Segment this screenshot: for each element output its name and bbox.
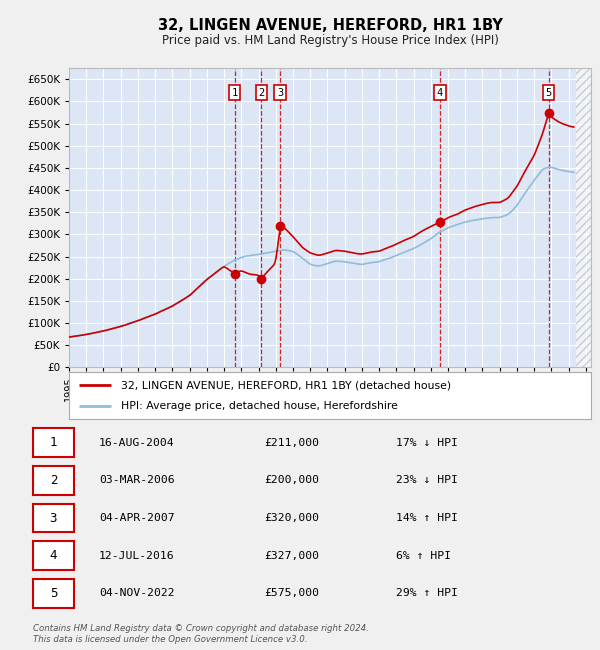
Text: 4: 4 xyxy=(437,88,443,97)
Text: 1: 1 xyxy=(232,88,238,97)
Text: 14% ↑ HPI: 14% ↑ HPI xyxy=(396,513,458,523)
Text: 32, LINGEN AVENUE, HEREFORD, HR1 1BY: 32, LINGEN AVENUE, HEREFORD, HR1 1BY xyxy=(158,18,502,33)
Text: 32, LINGEN AVENUE, HEREFORD, HR1 1BY (detached house): 32, LINGEN AVENUE, HEREFORD, HR1 1BY (de… xyxy=(121,380,451,390)
Bar xyxy=(576,68,591,367)
Text: £200,000: £200,000 xyxy=(264,475,319,486)
Text: Price paid vs. HM Land Registry's House Price Index (HPI): Price paid vs. HM Land Registry's House … xyxy=(161,34,499,47)
Text: 17% ↓ HPI: 17% ↓ HPI xyxy=(396,437,458,448)
Text: £320,000: £320,000 xyxy=(264,513,319,523)
Text: 3: 3 xyxy=(50,512,57,525)
Text: 2: 2 xyxy=(258,88,265,97)
Text: £575,000: £575,000 xyxy=(264,588,319,599)
Text: 2: 2 xyxy=(50,474,57,487)
Text: 29% ↑ HPI: 29% ↑ HPI xyxy=(396,588,458,599)
Text: 23% ↓ HPI: 23% ↓ HPI xyxy=(396,475,458,486)
Text: 6% ↑ HPI: 6% ↑ HPI xyxy=(396,551,451,561)
Text: 04-APR-2007: 04-APR-2007 xyxy=(99,513,175,523)
Text: 5: 5 xyxy=(50,587,57,600)
Text: 1: 1 xyxy=(50,436,57,449)
Text: HPI: Average price, detached house, Herefordshire: HPI: Average price, detached house, Here… xyxy=(121,401,398,411)
Text: 12-JUL-2016: 12-JUL-2016 xyxy=(99,551,175,561)
Text: 5: 5 xyxy=(545,88,552,97)
Text: 4: 4 xyxy=(50,549,57,562)
Text: 3: 3 xyxy=(277,88,283,97)
Text: £327,000: £327,000 xyxy=(264,551,319,561)
Text: £211,000: £211,000 xyxy=(264,437,319,448)
Text: 16-AUG-2004: 16-AUG-2004 xyxy=(99,437,175,448)
Text: 03-MAR-2006: 03-MAR-2006 xyxy=(99,475,175,486)
Text: Contains HM Land Registry data © Crown copyright and database right 2024.
This d: Contains HM Land Registry data © Crown c… xyxy=(33,624,369,644)
Text: 04-NOV-2022: 04-NOV-2022 xyxy=(99,588,175,599)
